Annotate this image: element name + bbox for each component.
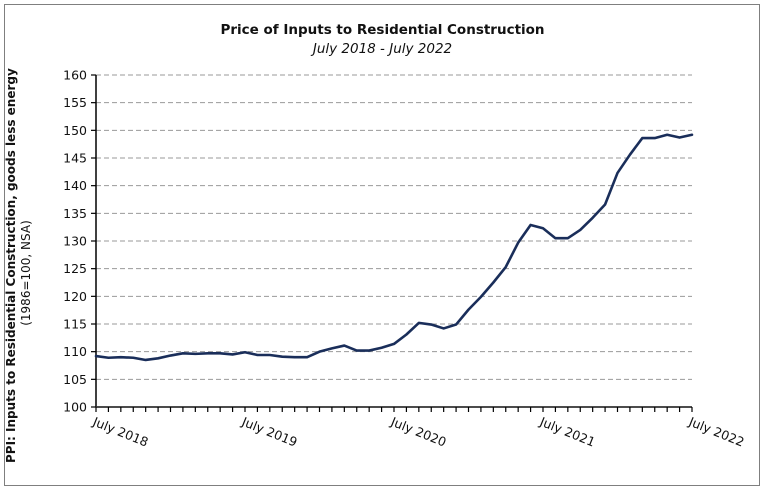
series-group bbox=[94, 133, 694, 362]
data-point bbox=[256, 354, 258, 356]
y-tick-label: 150 bbox=[63, 123, 87, 138]
data-point bbox=[455, 323, 457, 325]
y-tick-label: 145 bbox=[63, 151, 87, 166]
x-tick-label: July 2018 bbox=[90, 413, 151, 449]
y-tick-label: 130 bbox=[63, 234, 87, 249]
data-point bbox=[529, 224, 531, 226]
data-point bbox=[480, 296, 482, 298]
y-tick-label: 140 bbox=[63, 178, 87, 193]
data-point bbox=[492, 281, 494, 283]
data-point bbox=[231, 353, 233, 355]
data-point bbox=[691, 134, 693, 136]
data-point bbox=[194, 353, 196, 355]
y-tick-label: 105 bbox=[63, 372, 87, 387]
x-axis: July 2018 July 2019 July 2020 July 2021 July… bbox=[90, 406, 747, 450]
data-point bbox=[157, 357, 159, 359]
data-point bbox=[318, 350, 320, 352]
data-point bbox=[604, 203, 606, 205]
x-tick-label: July 2022 bbox=[686, 413, 747, 449]
y-tick-label: 110 bbox=[63, 344, 87, 359]
data-point bbox=[95, 355, 97, 357]
data-point bbox=[380, 347, 382, 349]
series-line bbox=[94, 133, 694, 362]
chart-title: Price of Inputs to Residential Construct… bbox=[220, 22, 545, 38]
data-point bbox=[281, 355, 283, 357]
y-tick-label: 155 bbox=[63, 95, 87, 110]
data-point bbox=[629, 153, 631, 155]
data-point bbox=[144, 359, 146, 361]
y-axis: 100 105 110 115 120 125 130 135 140 145 150 155 160 bbox=[63, 68, 97, 415]
gridlines bbox=[96, 74, 692, 380]
data-point bbox=[542, 227, 544, 229]
data-point bbox=[169, 354, 171, 356]
data-point bbox=[616, 172, 618, 174]
chart-frame bbox=[4, 4, 760, 486]
y-tick-label: 120 bbox=[63, 289, 87, 304]
data-point bbox=[306, 356, 308, 358]
data-point bbox=[207, 352, 209, 354]
data-point bbox=[343, 344, 345, 346]
data-point bbox=[418, 322, 420, 324]
data-point bbox=[293, 356, 295, 358]
data-point bbox=[182, 352, 184, 354]
data-point bbox=[654, 137, 656, 139]
data-point bbox=[579, 229, 581, 231]
data-point bbox=[269, 354, 271, 356]
data-point bbox=[132, 357, 134, 359]
data-point bbox=[368, 349, 370, 351]
data-point bbox=[641, 137, 643, 139]
y-tick-label: 100 bbox=[63, 400, 87, 415]
data-point bbox=[219, 352, 221, 354]
y-tick-label: 125 bbox=[63, 261, 87, 276]
data-point bbox=[678, 136, 680, 138]
data-point bbox=[591, 217, 593, 219]
y-tick-label: 160 bbox=[63, 68, 87, 83]
data-point bbox=[505, 266, 507, 268]
data-point bbox=[666, 134, 668, 136]
data-point bbox=[356, 349, 358, 351]
y-tick-label: 115 bbox=[63, 317, 87, 332]
data-point bbox=[567, 237, 569, 239]
data-point bbox=[405, 333, 407, 335]
data-point bbox=[430, 323, 432, 325]
data-point bbox=[244, 351, 246, 353]
data-point bbox=[442, 327, 444, 329]
data-point bbox=[393, 343, 395, 345]
data-point bbox=[331, 347, 333, 349]
data-point bbox=[467, 308, 469, 310]
data-point bbox=[554, 237, 556, 239]
data-point bbox=[120, 356, 122, 358]
x-tick-label: July 2020 bbox=[388, 413, 449, 449]
chart-subtitle: July 2018 - July 2022 bbox=[312, 41, 453, 57]
y-tick-label: 135 bbox=[63, 206, 87, 221]
data-point bbox=[107, 357, 109, 359]
data-point bbox=[517, 241, 519, 243]
x-tick-label: July 2021 bbox=[537, 413, 598, 449]
x-tick-label: July 2019 bbox=[239, 413, 300, 449]
